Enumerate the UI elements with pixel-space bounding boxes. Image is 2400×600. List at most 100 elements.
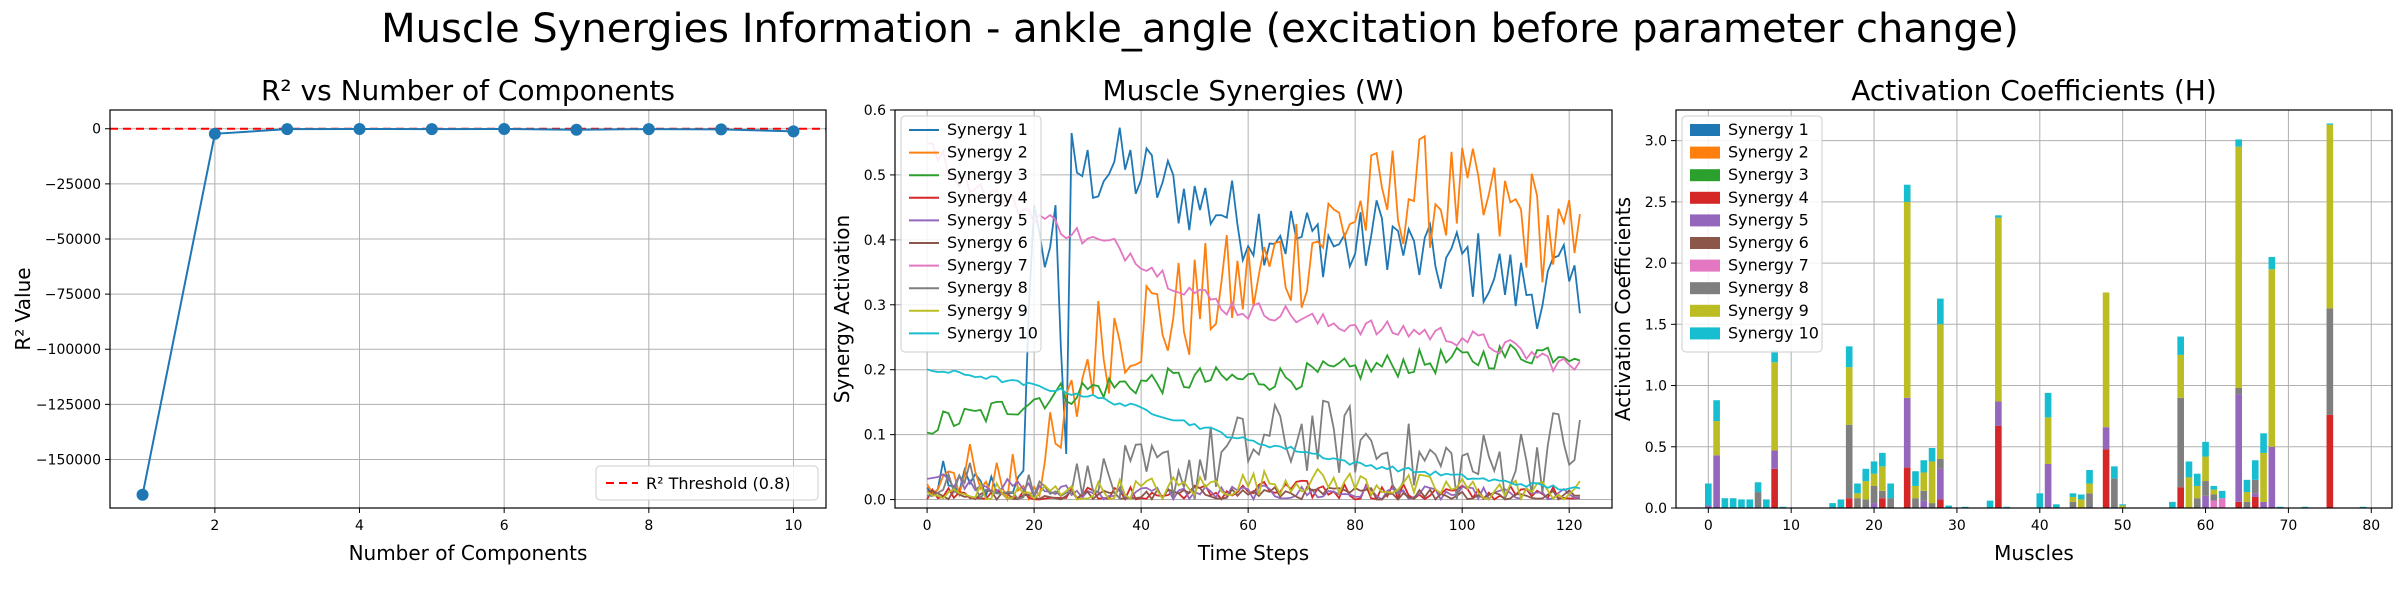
synergy-line xyxy=(926,467,1581,502)
y-tick-label: 0 xyxy=(92,122,101,138)
bar-segment xyxy=(2359,506,2367,508)
bar-segment xyxy=(2086,483,2093,494)
bar-segment xyxy=(1779,506,1787,508)
bar-segment xyxy=(1771,450,1778,469)
bar-segment xyxy=(1879,452,1886,467)
legend-label: Synergy 1 xyxy=(1728,120,1809,139)
bar-segment xyxy=(2326,123,2334,125)
bar-segment xyxy=(2044,417,2052,464)
bar-segment xyxy=(1879,466,1886,491)
legend-label: Synergy 7 xyxy=(947,256,1028,275)
bar-segment xyxy=(2235,501,2243,508)
y-tick-label: 0.5 xyxy=(864,168,886,184)
axes-frame xyxy=(1675,109,2393,509)
x-tick-label: 0 xyxy=(923,518,932,534)
bar-segment xyxy=(1903,467,1911,508)
bar-segment xyxy=(2235,394,2243,502)
bar-segment xyxy=(1870,485,1878,504)
x-tick-label: 70 xyxy=(2279,518,2297,534)
bar-segment xyxy=(1995,217,2002,402)
bar-segment xyxy=(1845,424,1853,499)
panel-title: Activation Coefficients (H) xyxy=(1851,74,2217,107)
legend: Synergy 1 Synergy 2 Synergy 3 Synergy 4 Syne… xyxy=(900,115,1042,353)
legend-label: Synergy 8 xyxy=(947,278,1028,297)
bar-segment xyxy=(2102,449,2110,508)
bar-segment xyxy=(1912,498,1919,508)
bar-segment xyxy=(1928,461,1936,504)
bar-segment xyxy=(2185,461,2193,478)
bar-segment xyxy=(2193,473,2201,486)
bar-segment xyxy=(1754,492,1762,508)
bar-segment xyxy=(1920,472,1928,491)
legend-swatch xyxy=(1690,124,1720,136)
legend-label: Synergy 6 xyxy=(947,233,1028,252)
bar-segment xyxy=(1754,482,1762,493)
bar-segment xyxy=(2069,493,2077,497)
legend-label: Synergy 9 xyxy=(1728,301,1809,320)
legend-label: Synergy 2 xyxy=(1728,143,1809,162)
y-tick-label: −75000 xyxy=(45,287,101,303)
bar-segment xyxy=(1845,498,1853,508)
bar-segment xyxy=(1771,350,1778,363)
bar-segment xyxy=(1887,498,1894,508)
bar-segment xyxy=(1721,498,1729,508)
y-tick-label: −25000 xyxy=(45,177,101,193)
r2-point xyxy=(208,127,221,140)
bar-segment xyxy=(2202,481,2209,496)
bar-segment xyxy=(2326,124,2334,309)
bar-segment xyxy=(1920,460,1928,473)
bar-segment xyxy=(2243,492,2251,502)
r2-point xyxy=(281,123,294,136)
bar-segment xyxy=(1928,447,1936,462)
bar-segment xyxy=(1937,468,1944,500)
x-axis-label: Muscles xyxy=(1994,541,2074,565)
x-tick-label: 20 xyxy=(1865,518,1883,534)
bar-segment xyxy=(1854,493,1861,499)
legend-box xyxy=(595,465,819,501)
bar-segment xyxy=(2077,499,2085,508)
bar-segment xyxy=(1845,346,1853,368)
bar-segment xyxy=(2251,493,2259,497)
legend-swatch xyxy=(1690,169,1720,182)
bar-segment xyxy=(1829,503,1836,508)
x-tick-label: 60 xyxy=(1239,518,1257,534)
activation-panel: Activation Coefficients (H) 0 10 20 30 40 50 60… xyxy=(1611,74,2393,565)
bar-segment xyxy=(1920,500,1928,508)
legend-label: Synergy 10 xyxy=(947,323,1038,342)
x-tick-label: 6 xyxy=(500,518,509,534)
legend-label: Synergy 3 xyxy=(947,165,1028,184)
bar-segment xyxy=(2235,146,2243,388)
legend-swatch xyxy=(1690,191,1720,204)
y-tick-label: 2.0 xyxy=(1645,256,1667,272)
bar-segment xyxy=(2260,433,2267,453)
bar-segment xyxy=(2251,479,2259,494)
y-axis-label: R² Value xyxy=(11,267,35,350)
bar-segment xyxy=(1862,468,1870,482)
bar-segment xyxy=(2177,336,2184,355)
axes-frame xyxy=(894,109,1613,509)
y-tick-label: −50000 xyxy=(45,232,101,248)
x-tick-label: 8 xyxy=(644,518,653,534)
y-tick-label: −100000 xyxy=(36,342,101,358)
bar-segment xyxy=(2210,500,2218,508)
bar-segment xyxy=(1837,499,1845,508)
bar-segment xyxy=(2177,487,2184,508)
panel-title: R² vs Number of Components xyxy=(261,74,675,107)
bar-segment xyxy=(2086,470,2093,484)
bar-segment xyxy=(2276,506,2284,508)
bar-segment xyxy=(2086,493,2093,508)
synergy-line xyxy=(926,479,1580,502)
bar-segment xyxy=(1937,324,1944,460)
bar-segment xyxy=(2119,505,2126,508)
bar-segment xyxy=(1729,498,1737,508)
x-axis-label: Number of Components xyxy=(349,541,588,565)
x-tick-label: 50 xyxy=(2114,518,2132,534)
bar-segment xyxy=(1771,362,1778,451)
bar-segment xyxy=(2326,308,2334,415)
legend-swatch xyxy=(1690,214,1720,227)
y-tick-label: 0.2 xyxy=(864,363,886,379)
y-tick-label: 0.0 xyxy=(864,493,886,509)
bar-segment xyxy=(1862,481,1870,500)
y-axis-label: Activation Coefficients xyxy=(1611,197,1635,421)
bar-segment xyxy=(2111,466,2118,479)
